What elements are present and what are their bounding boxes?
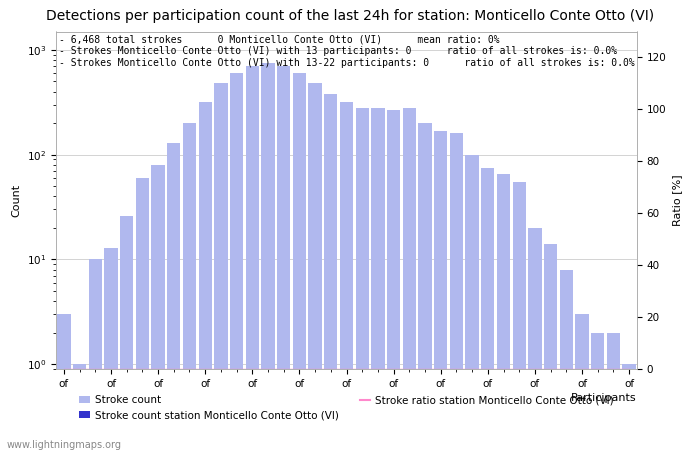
Bar	[356, 108, 369, 450]
Bar	[340, 102, 354, 450]
Bar	[214, 83, 228, 450]
Bar	[402, 108, 416, 450]
Bar	[230, 73, 244, 450]
Bar	[575, 314, 589, 450]
Bar	[497, 174, 510, 450]
Bar	[261, 63, 274, 450]
Y-axis label: Count: Count	[11, 184, 21, 217]
Bar	[591, 333, 604, 450]
Text: Detections per participation count of the last 24h for station: Monticello Conte: Detections per participation count of th…	[46, 9, 654, 23]
Bar	[434, 130, 447, 450]
Bar	[167, 143, 181, 450]
Bar	[293, 73, 306, 450]
Bar	[73, 364, 86, 450]
Y-axis label: Ratio [%]: Ratio [%]	[672, 175, 682, 226]
Bar	[199, 102, 212, 450]
Bar	[622, 364, 636, 450]
Bar	[419, 123, 432, 450]
Text: - 6,468 total strokes      0 Monticello Conte Otto (VI)      mean ratio: 0%
- St: - 6,468 total strokes 0 Monticello Conte…	[59, 35, 635, 68]
Bar	[104, 248, 118, 450]
Bar	[277, 66, 290, 450]
Bar	[607, 333, 620, 450]
Bar	[120, 216, 133, 450]
Bar	[466, 155, 479, 450]
Bar	[544, 244, 557, 450]
Bar	[57, 314, 71, 450]
Bar	[387, 109, 400, 450]
Bar	[512, 182, 526, 450]
Bar	[136, 178, 149, 450]
Bar	[183, 123, 196, 450]
Bar	[151, 165, 164, 450]
Bar	[528, 228, 542, 450]
Bar	[481, 168, 494, 450]
Bar	[371, 108, 384, 450]
Bar	[309, 83, 322, 450]
Legend: Stroke count, Stroke count station Monticello Conte Otto (VI), Stroke ratio stat: Stroke count, Stroke count station Monti…	[75, 391, 618, 424]
Bar	[560, 270, 573, 450]
Bar	[449, 133, 463, 450]
Text: Participants: Participants	[571, 392, 637, 403]
Bar	[246, 66, 259, 450]
Bar	[89, 260, 102, 450]
Text: www.lightningmaps.org: www.lightningmaps.org	[7, 440, 122, 450]
Bar	[324, 94, 337, 450]
